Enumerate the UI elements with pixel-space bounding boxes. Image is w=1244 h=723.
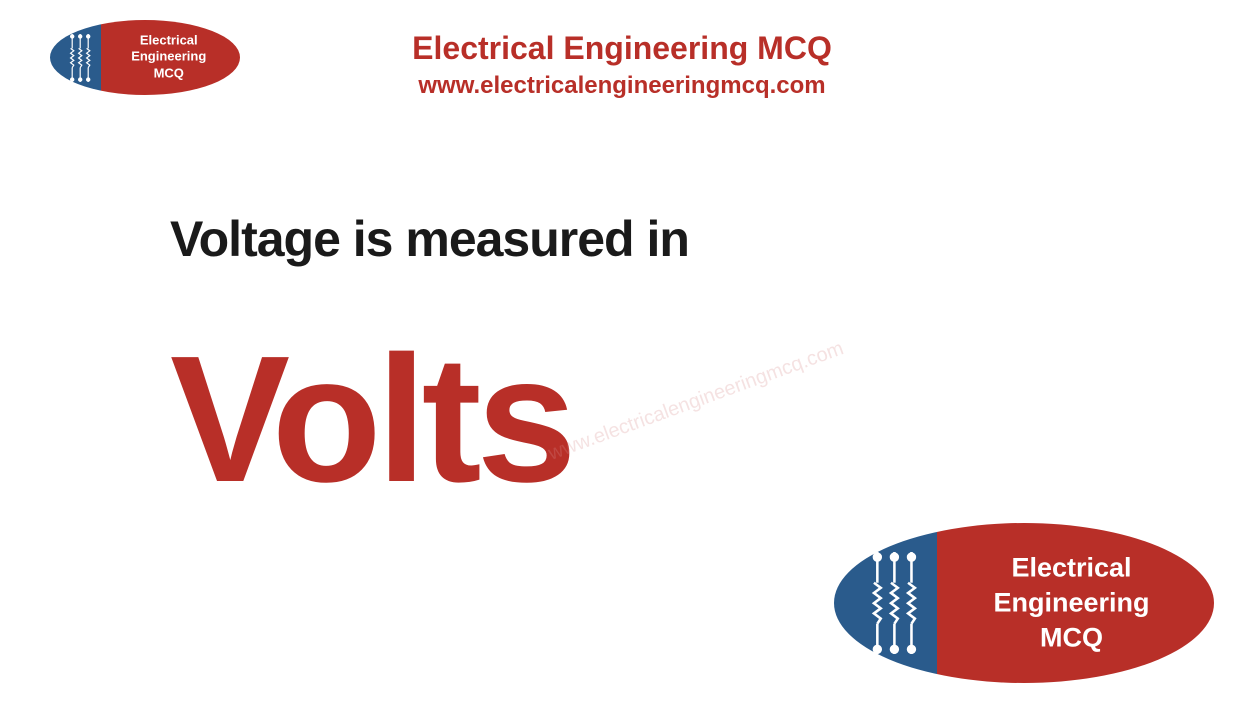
- question-text: Voltage is measured in: [170, 210, 689, 268]
- logo-line2: Engineering: [107, 49, 231, 66]
- page-header: Electrical Engineering MCQ www.electrica…: [412, 30, 832, 100]
- site-title: Electrical Engineering MCQ: [412, 30, 832, 67]
- logo-line3: MCQ: [107, 66, 231, 83]
- circuit-icon: [65, 34, 95, 82]
- logo-text-small: Electrical Engineering MCQ: [107, 32, 231, 83]
- logo-line1: Electrical: [107, 32, 231, 49]
- logo-large: Electrical Engineering MCQ: [834, 523, 1214, 683]
- circuit-icon: [864, 552, 925, 654]
- site-url: www.electricalengineeringmcq.com: [412, 72, 832, 100]
- logo-small: Electrical Engineering MCQ: [50, 20, 240, 95]
- answer-text: Volts: [170, 330, 572, 510]
- logo-text-large: Electrical Engineering MCQ: [948, 550, 1195, 655]
- logo-line3: MCQ: [948, 621, 1195, 656]
- logo-line1: Electrical: [948, 550, 1195, 585]
- watermark-text: www.electricalengineeringmcq.com: [545, 337, 846, 465]
- logo-line2: Engineering: [948, 585, 1195, 620]
